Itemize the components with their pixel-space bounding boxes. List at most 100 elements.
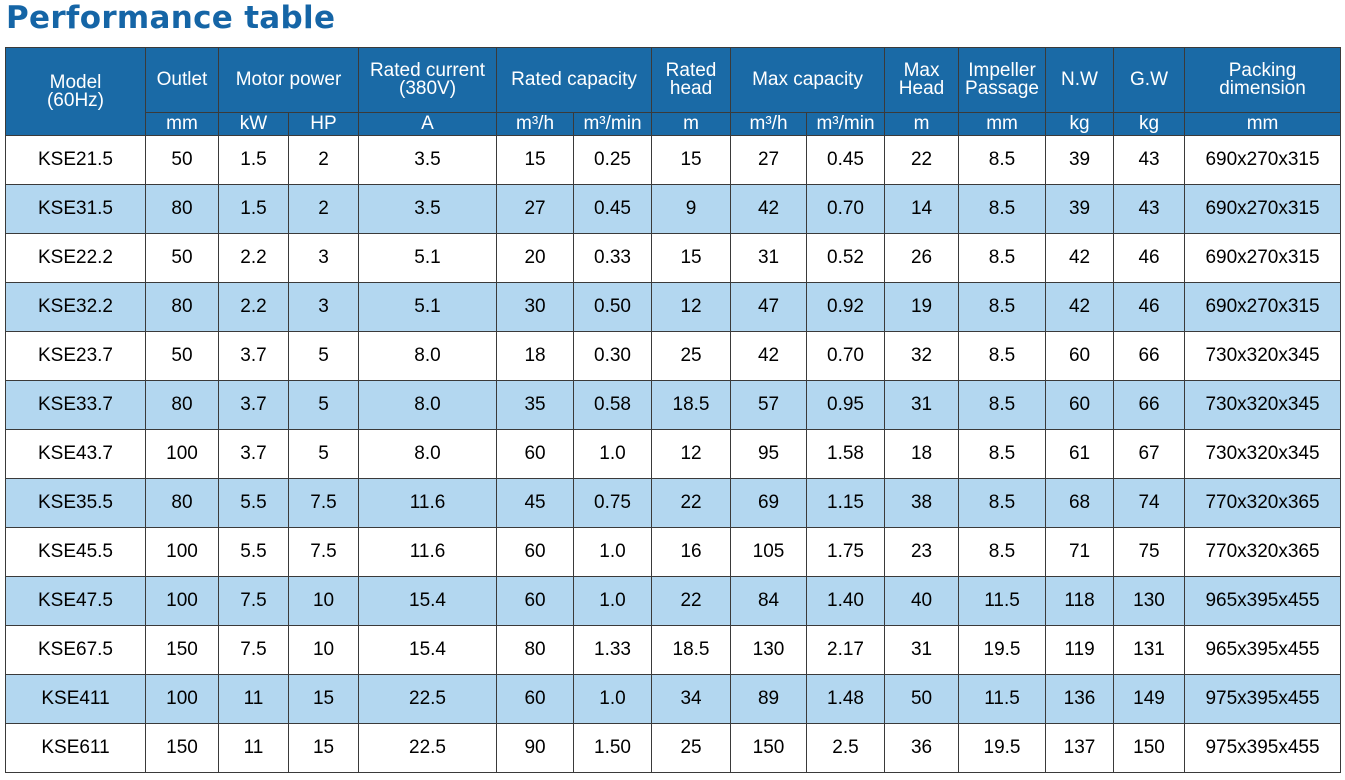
table-head: Model (60Hz) Outlet Motor power Rated cu… bbox=[5, 47, 1342, 136]
data-cell: 22 bbox=[884, 135, 960, 185]
unit-cell: m bbox=[651, 112, 732, 136]
data-cell: 8.0 bbox=[358, 380, 498, 430]
header-row: Model (60Hz) Outlet Motor power Rated cu… bbox=[5, 47, 1342, 136]
model-cell: KSE23.7 bbox=[5, 331, 146, 381]
data-cell: 26 bbox=[884, 233, 960, 283]
data-cell: 15 bbox=[496, 135, 575, 185]
unit-cell: HP bbox=[287, 112, 360, 136]
data-cell: 137 bbox=[1045, 723, 1115, 773]
data-cell: 7.5 bbox=[287, 527, 360, 577]
header-cell: Packing dimension bbox=[1184, 47, 1342, 113]
data-cell: 150 bbox=[1113, 723, 1186, 773]
data-cell: 0.75 bbox=[573, 478, 653, 528]
model-cell: KSE22.2 bbox=[5, 233, 146, 283]
data-cell: 69 bbox=[730, 478, 808, 528]
data-cell: 22 bbox=[651, 576, 732, 626]
data-cell: 84 bbox=[730, 576, 808, 626]
data-cell: 15 bbox=[287, 674, 360, 724]
data-cell: 150 bbox=[730, 723, 808, 773]
data-cell: 0.50 bbox=[573, 282, 653, 332]
data-cell: 3.7 bbox=[218, 380, 289, 430]
data-cell: 19.5 bbox=[958, 625, 1047, 675]
data-cell: 42 bbox=[1045, 282, 1115, 332]
data-cell: 11.6 bbox=[358, 527, 498, 577]
data-cell: 43 bbox=[1113, 135, 1186, 185]
data-cell: 100 bbox=[145, 527, 219, 577]
data-cell: 40 bbox=[884, 576, 960, 626]
data-cell: 60 bbox=[1045, 331, 1115, 381]
data-cell: 0.58 bbox=[573, 380, 653, 430]
data-row: KSE45.5 100 5.5 7.5 11.6 60 1.0 16 105 1.75 23 8.5 7… bbox=[5, 527, 1342, 577]
data-cell: 18.5 bbox=[651, 380, 732, 430]
data-cell: 15.4 bbox=[358, 625, 498, 675]
data-cell: 0.95 bbox=[806, 380, 886, 430]
data-cell: 11.6 bbox=[358, 478, 498, 528]
unit-cell: mm bbox=[958, 112, 1047, 136]
data-cell: 690x270x315 bbox=[1184, 184, 1342, 234]
data-cell: 975x395x455 bbox=[1184, 674, 1342, 724]
data-row: KSE32.2 80 2.2 3 5.1 30 0.50 12 47 0.92 19 8.5 42 46 6… bbox=[5, 282, 1342, 332]
data-cell: 23 bbox=[884, 527, 960, 577]
header-cell: G.W bbox=[1113, 47, 1186, 113]
header-cell: N.W bbox=[1045, 47, 1115, 113]
data-cell: 89 bbox=[730, 674, 808, 724]
data-row: KSE35.5 80 5.5 7.5 11.6 45 0.75 22 69 1.15 38 8.5 68… bbox=[5, 478, 1342, 528]
data-row: KSE31.5 80 1.5 2 3.5 27 0.45 9 42 0.70 14 8.5 39 43 69… bbox=[5, 184, 1342, 234]
data-cell: 8.5 bbox=[958, 282, 1047, 332]
data-cell: 50 bbox=[145, 331, 219, 381]
model-cell: KSE611 bbox=[5, 723, 146, 773]
data-cell: 730x320x345 bbox=[1184, 380, 1342, 430]
data-cell: 130 bbox=[1113, 576, 1186, 626]
data-cell: 27 bbox=[496, 184, 575, 234]
data-cell: 31 bbox=[730, 233, 808, 283]
model-cell: KSE33.7 bbox=[5, 380, 146, 430]
data-cell: 5 bbox=[287, 429, 360, 479]
data-cell: 136 bbox=[1045, 674, 1115, 724]
data-cell: 36 bbox=[884, 723, 960, 773]
data-cell: 8.5 bbox=[958, 331, 1047, 381]
data-cell: 1.0 bbox=[573, 429, 653, 479]
data-cell: 2 bbox=[287, 184, 360, 234]
model-cell: KSE31.5 bbox=[5, 184, 146, 234]
data-cell: 25 bbox=[651, 723, 732, 773]
data-cell: 100 bbox=[145, 576, 219, 626]
data-cell: 60 bbox=[496, 674, 575, 724]
model-cell: KSE21.5 bbox=[5, 135, 146, 185]
data-cell: 5 bbox=[287, 331, 360, 381]
data-cell: 67 bbox=[1113, 429, 1186, 479]
unit-cell: m³/h bbox=[496, 112, 575, 136]
page-title: Performance table bbox=[6, 0, 336, 36]
data-cell: 8.5 bbox=[958, 478, 1047, 528]
data-cell: 50 bbox=[884, 674, 960, 724]
data-cell: 965x395x455 bbox=[1184, 576, 1342, 626]
data-cell: 8.5 bbox=[958, 184, 1047, 234]
data-cell: 730x320x345 bbox=[1184, 429, 1342, 479]
data-row: KSE411 100 11 15 22.5 60 1.0 34 89 1.48 50 11.5 136 1… bbox=[5, 674, 1342, 724]
data-cell: 1.33 bbox=[573, 625, 653, 675]
data-cell: 60 bbox=[496, 429, 575, 479]
data-cell: 38 bbox=[884, 478, 960, 528]
data-cell: 71 bbox=[1045, 527, 1115, 577]
data-cell: 0.70 bbox=[806, 331, 886, 381]
data-cell: 31 bbox=[884, 380, 960, 430]
data-cell: 11 bbox=[218, 723, 289, 773]
data-cell: 0.33 bbox=[573, 233, 653, 283]
data-cell: 25 bbox=[651, 331, 732, 381]
data-cell: 43 bbox=[1113, 184, 1186, 234]
data-cell: 0.25 bbox=[573, 135, 653, 185]
data-cell: 690x270x315 bbox=[1184, 282, 1342, 332]
data-cell: 32 bbox=[884, 331, 960, 381]
data-cell: 19 bbox=[884, 282, 960, 332]
data-cell: 16 bbox=[651, 527, 732, 577]
data-cell: 149 bbox=[1113, 674, 1186, 724]
data-cell: 2.17 bbox=[806, 625, 886, 675]
data-cell: 7.5 bbox=[287, 478, 360, 528]
data-row: KSE67.5 150 7.5 10 15.4 80 1.33 18.5 130 2.17 31 19… bbox=[5, 625, 1342, 675]
data-cell: 15.4 bbox=[358, 576, 498, 626]
data-cell: 130 bbox=[730, 625, 808, 675]
data-cell: 1.75 bbox=[806, 527, 886, 577]
model-cell: KSE67.5 bbox=[5, 625, 146, 675]
data-cell: 34 bbox=[651, 674, 732, 724]
